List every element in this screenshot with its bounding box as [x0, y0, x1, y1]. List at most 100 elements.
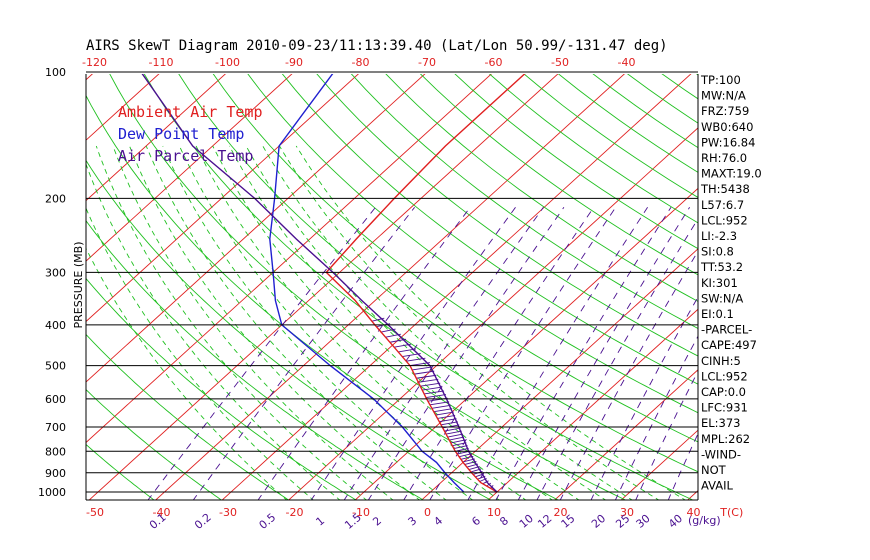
dry-adiabat-line — [350, 74, 698, 330]
isotherm-line — [86, 74, 293, 262]
y-tick-label: 800 — [45, 445, 66, 458]
cape-hatch — [453, 445, 468, 449]
mixing-ratio-line — [559, 250, 698, 500]
mixing-ratio-label: 40 — [666, 512, 685, 531]
y-tick-label: 400 — [45, 319, 66, 332]
mixing-ratio-line — [192, 207, 415, 500]
y-tick-label: 500 — [45, 360, 66, 373]
mixing-ratio-line — [467, 207, 648, 500]
index-item: CAP:0.0 — [701, 385, 746, 399]
index-item: MPL:262 — [701, 432, 750, 446]
cape-hatch — [437, 414, 456, 419]
isotherm-line — [86, 74, 226, 202]
moist-adiabat-line — [212, 145, 554, 500]
mixing-ratio-line — [614, 335, 698, 500]
mixing-ratio-label: 0.5 — [257, 511, 279, 532]
y-tick-label: 200 — [45, 192, 66, 205]
dry-adiabat-line — [385, 74, 698, 302]
y-tick-label: 300 — [45, 266, 66, 279]
isotherm-line — [88, 74, 559, 500]
mixing-ratio-line — [429, 207, 617, 500]
index-item: SW:N/A — [701, 291, 743, 305]
cape-hatch — [444, 427, 461, 432]
cape-hatch — [431, 404, 451, 409]
moist-adiabat-line — [86, 162, 341, 500]
isotherm-line — [421, 248, 698, 500]
moist-adiabat-line — [195, 145, 527, 500]
top-tick-label: -70 — [418, 56, 436, 69]
index-item: EI:0.1 — [701, 307, 734, 321]
index-item: CAPE:497 — [701, 338, 757, 352]
x-tick-label: 40 — [687, 506, 701, 519]
mixing-ratio-label: 12 — [535, 512, 554, 531]
mixing-ratio-line — [403, 207, 595, 500]
mixing-ratio-line — [667, 432, 698, 500]
y-tick-label: 700 — [45, 421, 66, 434]
index-item: PW:16.84 — [701, 135, 755, 149]
index-item: TP:100 — [700, 73, 741, 87]
mixing-ratio-line — [495, 207, 672, 500]
mixing-ratio-line — [517, 207, 690, 500]
y-tick-label: 600 — [45, 393, 66, 406]
dry-adiabat-line — [523, 74, 698, 198]
isotherm-line — [820, 53, 870, 501]
dry-adiabat-line — [178, 74, 698, 473]
dry-adiabat-line — [86, 443, 155, 500]
index-item: LFC:931 — [701, 401, 748, 415]
mixing-ratio-label: 30 — [634, 512, 653, 531]
x-tick-label: -10 — [352, 506, 370, 519]
mixing-ratio-line — [343, 207, 544, 500]
x-tick-label: -30 — [219, 506, 237, 519]
x-tick-label: 30 — [620, 506, 634, 519]
dry-adiabat-line — [454, 74, 698, 250]
dry-adiabat-line — [695, 74, 698, 76]
mixing-ratio-line — [367, 207, 565, 500]
top-tick-label: -60 — [485, 56, 503, 69]
top-tick-label: -50 — [551, 56, 569, 69]
cape-hatch — [482, 480, 489, 485]
y-tick-label: 100 — [45, 66, 66, 79]
dry-adiabat-line — [419, 74, 698, 276]
top-tick-label: -120 — [82, 56, 107, 69]
index-item: FRZ:759 — [701, 104, 749, 118]
dry-adiabat-line — [316, 74, 698, 357]
chart-title: AIRS SkewT Diagram 2010-09-23/11:13:39.4… — [86, 38, 668, 54]
top-tick-label: -110 — [149, 56, 174, 69]
isotherm-line — [86, 74, 426, 383]
mixing-ratio-label: 1 — [313, 514, 327, 528]
dry-adiabat-line — [86, 94, 560, 500]
cape-hatch — [425, 394, 447, 399]
isotherm-line — [354, 187, 698, 500]
cape-hatch — [440, 421, 459, 426]
isotherm-line — [288, 127, 698, 500]
index-item: -WIND- — [701, 447, 741, 461]
cape-hatch — [450, 439, 466, 444]
cape-hatch — [452, 442, 467, 447]
isotherm-line — [0, 53, 49, 501]
top-tick-label: -90 — [285, 56, 303, 69]
index-item: TH:5438 — [700, 182, 750, 196]
index-item: KI:301 — [701, 276, 738, 290]
cape-hatch — [418, 378, 439, 383]
index-item: L57:6.7 — [701, 198, 744, 212]
mixing-ratio-label: 8 — [497, 514, 511, 528]
index-item: -PARCEL- — [701, 323, 752, 337]
index-item: TT:53.2 — [700, 260, 743, 274]
isotherm-line — [86, 74, 492, 444]
x-tick-label: 20 — [554, 506, 568, 519]
legend-entry: Dew Point Temp — [118, 125, 244, 143]
index-item: WB0:640 — [701, 120, 753, 134]
dry-adiabat-line — [86, 277, 357, 500]
x-tick-label: 10 — [487, 506, 501, 519]
top-tick-label: -100 — [215, 56, 240, 69]
dry-adiabat-line — [86, 159, 492, 500]
index-item: MAXT:19.0 — [701, 167, 762, 181]
mixing-ratio-line — [536, 217, 698, 500]
isotherm-line — [221, 74, 692, 500]
dry-adiabat-line — [86, 220, 425, 500]
mixing-ratio-label: 0.2 — [192, 511, 214, 532]
cape-hatch — [435, 411, 454, 416]
dry-adiabat-line — [86, 389, 223, 500]
isotherm-line — [155, 74, 625, 500]
dry-adiabat-line — [143, 74, 694, 500]
